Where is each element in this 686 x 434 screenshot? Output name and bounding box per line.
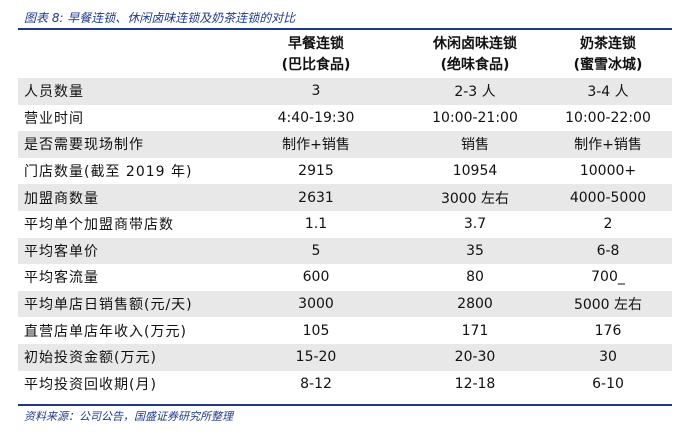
table-row: 是否需要现场制作 制作+销售 销售 制作+销售 bbox=[18, 131, 672, 158]
row-label: 人员数量 bbox=[18, 78, 226, 105]
table-row: 加盟商数量 2631 3000 左右 4000-5000 bbox=[18, 184, 672, 211]
header-milktea-name: 奶茶连锁 bbox=[580, 36, 636, 52]
header-milktea-company: (蜜雪冰城) bbox=[573, 57, 643, 73]
row-label: 平均客流量 bbox=[18, 264, 226, 291]
table-cell: 20-30 bbox=[406, 343, 544, 371]
table-cell: 10:00-22:00 bbox=[544, 104, 672, 132]
table-row: 平均投资回收期(月) 8-12 12-18 6-10 bbox=[18, 370, 672, 398]
table-cell: 制作+销售 bbox=[226, 131, 406, 158]
comparison-table: 早餐连锁 (巴比食品) 休闲卤味连锁 (绝味食品) 奶茶连锁 (蜜雪冰城) 人员… bbox=[18, 32, 672, 398]
table-cell: 4:40-19:30 bbox=[226, 104, 406, 132]
table-cell: 10:00-21:00 bbox=[406, 104, 544, 132]
row-label: 平均单店日销售额(元/天) bbox=[18, 290, 226, 318]
table-cell: 2800 bbox=[406, 290, 544, 318]
header-snack: 休闲卤味连锁 (绝味食品) bbox=[406, 32, 544, 78]
table-row: 平均单店日销售额(元/天) 3000 2800 5000 左右 bbox=[18, 290, 672, 318]
table-cell: 5 bbox=[226, 237, 406, 265]
table-cell: 3000 bbox=[226, 290, 406, 318]
table-cell: 176 bbox=[544, 317, 672, 344]
table-cell: 销售 bbox=[406, 131, 544, 158]
row-label: 平均投资回收期(月) bbox=[18, 370, 226, 398]
table-cell: 600 bbox=[226, 264, 406, 291]
figure-title: 图表 8: 早餐连锁、休闲卤味连锁及奶茶连锁的对比 bbox=[24, 11, 296, 25]
table-cell: 5000 左右 bbox=[544, 290, 672, 318]
table-cell: 3.7 bbox=[406, 210, 544, 238]
row-label: 初始投资金额(万元) bbox=[18, 343, 226, 371]
header-breakfast: 早餐连锁 (巴比食品) bbox=[226, 32, 406, 78]
table-body: 人员数量 3 2-3 人 3-4 人营业时间 4:40-19:30 10:00-21:00… bbox=[18, 78, 672, 398]
table-cell: 2 bbox=[544, 210, 672, 238]
table-cell: 105 bbox=[226, 317, 406, 344]
table-row: 直营店单店年收入(万元) 105 171 176 bbox=[18, 317, 672, 344]
table-cell: 2-3 人 bbox=[406, 78, 544, 105]
table-cell: 35 bbox=[406, 237, 544, 265]
table-cell: 6-8 bbox=[544, 237, 672, 265]
table-cell: 4000-5000 bbox=[544, 184, 672, 211]
table-cell: 制作+销售 bbox=[544, 131, 672, 158]
row-label: 门店数量(截至 2019 年) bbox=[18, 157, 226, 185]
table-header-row: 早餐连锁 (巴比食品) 休闲卤味连锁 (绝味食品) 奶茶连锁 (蜜雪冰城) bbox=[18, 32, 672, 78]
table-cell: 12-18 bbox=[406, 370, 544, 398]
table-row: 初始投资金额(万元) 15-20 20-30 30 bbox=[18, 343, 672, 371]
table-row: 营业时间 4:40-19:30 10:00-21:00 10:00-22:00 bbox=[18, 104, 672, 132]
table-cell: 171 bbox=[406, 317, 544, 344]
row-label: 直营店单店年收入(万元) bbox=[18, 317, 226, 344]
table-cell: 8-12 bbox=[226, 370, 406, 398]
table-row: 人员数量 3 2-3 人 3-4 人 bbox=[18, 78, 672, 105]
table-cell: 2631 bbox=[226, 184, 406, 211]
source-note: 资料来源：公司公告，国盛证券研究所整理 bbox=[24, 410, 233, 423]
table-cell: 3 bbox=[226, 78, 406, 105]
header-milktea: 奶茶连锁 (蜜雪冰城) bbox=[544, 32, 672, 78]
table-cell: 3-4 人 bbox=[544, 78, 672, 105]
table-cell: 1.1 bbox=[226, 210, 406, 238]
bottom-rule bbox=[18, 404, 672, 406]
row-label: 平均单个加盟商带店数 bbox=[18, 210, 226, 238]
header-snack-name: 休闲卤味连锁 bbox=[433, 36, 517, 52]
row-label: 加盟商数量 bbox=[18, 184, 226, 211]
header-breakfast-company: (巴比食品) bbox=[281, 57, 351, 73]
table-row: 平均单个加盟商带店数 1.1 3.7 2 bbox=[18, 210, 672, 238]
table-row: 平均客单价 5 35 6-8 bbox=[18, 237, 672, 265]
table-cell: 80 bbox=[406, 264, 544, 291]
table-row: 平均客流量 600 80 700_ bbox=[18, 264, 672, 291]
table-cell: 10000+ bbox=[544, 157, 672, 185]
table-cell: 15-20 bbox=[226, 343, 406, 371]
row-label: 是否需要现场制作 bbox=[18, 131, 226, 158]
row-label: 平均客单价 bbox=[18, 237, 226, 265]
top-rule bbox=[18, 28, 672, 30]
table-cell: 3000 左右 bbox=[406, 184, 544, 211]
table-cell: 10954 bbox=[406, 157, 544, 185]
table-cell: 6-10 bbox=[544, 370, 672, 398]
table-cell: 2915 bbox=[226, 157, 406, 185]
header-snack-company: (绝味食品) bbox=[440, 57, 510, 73]
header-breakfast-name: 早餐连锁 bbox=[288, 36, 344, 52]
row-label: 营业时间 bbox=[18, 104, 226, 132]
header-corner bbox=[18, 32, 226, 78]
table-cell: 30 bbox=[544, 343, 672, 371]
table-row: 门店数量(截至 2019 年) 2915 10954 10000+ bbox=[18, 157, 672, 185]
table-cell: 700_ bbox=[544, 264, 672, 291]
